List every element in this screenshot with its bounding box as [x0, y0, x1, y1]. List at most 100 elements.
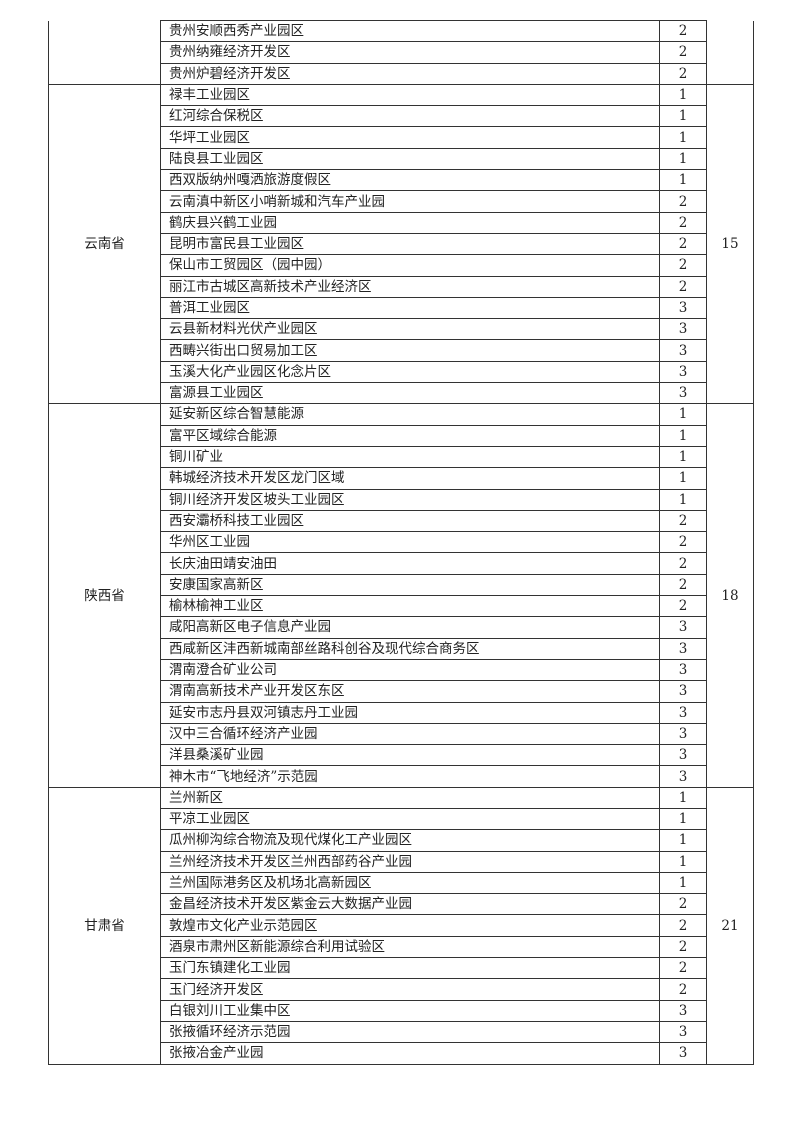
park-name-cell: 延安市志丹县双河镇志丹工业园 — [160, 701, 660, 724]
table-row: 甘肃省 兰州新区 1 21 — [48, 786, 754, 1065]
province-cell — [48, 20, 161, 85]
grade-cell: 3 — [659, 722, 707, 746]
park-name-cell: 榆林榆神工业区 — [160, 595, 660, 618]
park-name-cell: 云南滇中新区小哨新城和汽车产业园 — [160, 190, 660, 213]
grade-cell: 1 — [659, 850, 707, 873]
park-name-cell: 西畴兴街出口贸易加工区 — [160, 339, 660, 362]
park-name-cell: 敦煌市文化产业示范园区 — [160, 914, 660, 937]
park-name-cell: 贵州炉碧经济开发区 — [160, 62, 660, 85]
table-row: 延安市志丹县双河镇志丹工业园 3 — [49, 701, 754, 724]
grade-cell: 3 — [659, 637, 707, 660]
table-row: 云县新材料光伏产业园区 3 — [49, 318, 754, 341]
grade-cell: 2 — [659, 552, 707, 575]
grade-cell: 1 — [659, 807, 707, 831]
grade-cell: 1 — [659, 83, 707, 107]
grade-cell: 3 — [659, 765, 707, 788]
park-name-cell: 铜川矿业 — [160, 445, 660, 469]
province-count-cell: 18 — [706, 403, 754, 788]
province-count-cell: 15 — [706, 83, 754, 405]
grade-cell: 1 — [659, 871, 707, 895]
grade-cell: 2 — [659, 914, 707, 937]
park-name-cell: 金昌经济技术开发区紫金云大数据产业园 — [160, 893, 660, 916]
grade-cell: 2 — [659, 573, 707, 597]
grade-cell: 3 — [659, 360, 707, 384]
park-name-cell: 玉溪大化产业园区化念片区 — [160, 360, 660, 384]
park-name-cell: 丽江市古城区高新技术产业经济区 — [160, 275, 660, 298]
grade-cell: 2 — [659, 935, 707, 959]
table-row: 陕西省 延安新区综合智慧能源 1 18 — [48, 403, 754, 788]
park-name-cell: 鹤庆县兴鹤工业园 — [160, 211, 660, 234]
table-row: 玉门经济开发区 2 — [49, 978, 754, 1001]
grade-cell: 3 — [659, 658, 707, 682]
table-row: 铜川矿业 1 — [49, 445, 754, 469]
park-name-cell: 西双版纳州嘎洒旅游度假区 — [160, 169, 660, 192]
park-name-cell: 玉门东镇建化工业园 — [160, 957, 660, 980]
table-row: 咸阳高新区电子信息产业园 3 — [49, 616, 754, 639]
park-name-cell: 酒泉市肃州区新能源综合利用试验区 — [160, 935, 660, 959]
grade-cell: 3 — [659, 339, 707, 362]
province-cell: 云南省 — [48, 83, 161, 405]
table-row: 西畴兴街出口贸易加工区 3 — [49, 339, 754, 362]
grade-cell: 1 — [659, 403, 707, 426]
grade-cell: 2 — [659, 893, 707, 916]
province-count-cell: 21 — [706, 786, 754, 1065]
grade-cell: 1 — [659, 147, 707, 171]
grade-cell: 1 — [659, 445, 707, 469]
table-row: 富平区域综合能源 1 — [49, 424, 754, 447]
park-name-cell: 安康国家高新区 — [160, 573, 660, 597]
table-row: 鹤庆县兴鹤工业园 2 — [49, 211, 754, 234]
table-row: 安康国家高新区 2 — [49, 573, 754, 597]
park-name-cell: 玉门经济开发区 — [160, 978, 660, 1001]
park-name-cell: 陆良县工业园区 — [160, 147, 660, 171]
park-name-cell: 华坪工业园区 — [160, 126, 660, 149]
grade-cell: 2 — [659, 595, 707, 618]
table-row: 长庆油田靖安油田 2 — [49, 552, 754, 575]
park-name-cell: 兰州新区 — [160, 786, 660, 809]
grade-cell: 1 — [659, 829, 707, 852]
table-row: 白银刘川工业集中区 3 — [49, 999, 754, 1022]
table-row: 张掖冶金产业园 3 — [49, 1042, 754, 1065]
park-name-cell: 张掖循环经济示范园 — [160, 1020, 660, 1044]
park-name-cell: 渭南澄合矿业公司 — [160, 658, 660, 682]
grade-cell: 3 — [659, 318, 707, 341]
grade-cell: 2 — [659, 957, 707, 980]
park-name-cell: 禄丰工业园区 — [160, 83, 660, 107]
table-row: 陆良县工业园区 1 — [49, 147, 754, 171]
park-name-cell: 贵州安顺西秀产业园区 — [160, 19, 660, 43]
table-row: 贵州安顺西秀产业园区 2 — [48, 19, 754, 85]
park-name-cell: 延安新区综合智慧能源 — [160, 403, 660, 426]
grade-cell: 3 — [659, 1020, 707, 1044]
grade-cell: 3 — [659, 616, 707, 639]
grade-cell: 3 — [659, 999, 707, 1022]
table-row: 韩城经济技术开发区龙门区域 1 — [49, 467, 754, 490]
table-row: 玉溪大化产业园区化念片区 3 — [49, 360, 754, 384]
park-name-cell: 咸阳高新区电子信息产业园 — [160, 616, 660, 639]
park-name-cell: 张掖冶金产业园 — [160, 1042, 660, 1065]
province-cell: 甘肃省 — [48, 786, 161, 1065]
park-name-cell: 西安灞桥科技工业园区 — [160, 509, 660, 533]
park-name-cell: 富平区域综合能源 — [160, 424, 660, 447]
park-name-cell: 渭南高新技术产业开发区东区 — [160, 680, 660, 703]
grade-cell: 2 — [659, 531, 707, 554]
park-name-cell: 富源县工业园区 — [160, 382, 660, 405]
table-row: 云南滇中新区小哨新城和汽车产业园 2 — [49, 190, 754, 213]
park-name-cell: 西咸新区沣西新城南部丝路科创谷及现代综合商务区 — [160, 637, 660, 660]
grade-cell: 1 — [659, 105, 707, 128]
grade-cell: 2 — [659, 254, 707, 277]
park-name-cell: 保山市工贸园区（园中园） — [160, 254, 660, 277]
park-name-cell: 平凉工业园区 — [160, 807, 660, 831]
park-name-cell: 华州区工业园 — [160, 531, 660, 554]
grade-cell: 3 — [659, 701, 707, 724]
grade-cell: 1 — [659, 126, 707, 149]
park-name-cell: 汉中三合循环经济产业园 — [160, 722, 660, 746]
province-count-cell — [706, 20, 754, 85]
park-name-cell: 兰州国际港务区及机场北高新园区 — [160, 871, 660, 895]
grade-cell: 3 — [659, 744, 707, 767]
grade-cell: 2 — [659, 509, 707, 533]
park-name-cell: 白银刘川工业集中区 — [160, 999, 660, 1022]
park-name-cell: 普洱工业园区 — [160, 296, 660, 320]
grade-cell: 2 — [659, 232, 707, 256]
table-row: 云南省 禄丰工业园区 1 15 — [48, 83, 754, 405]
grade-cell: 1 — [659, 424, 707, 447]
grade-cell: 3 — [659, 382, 707, 405]
